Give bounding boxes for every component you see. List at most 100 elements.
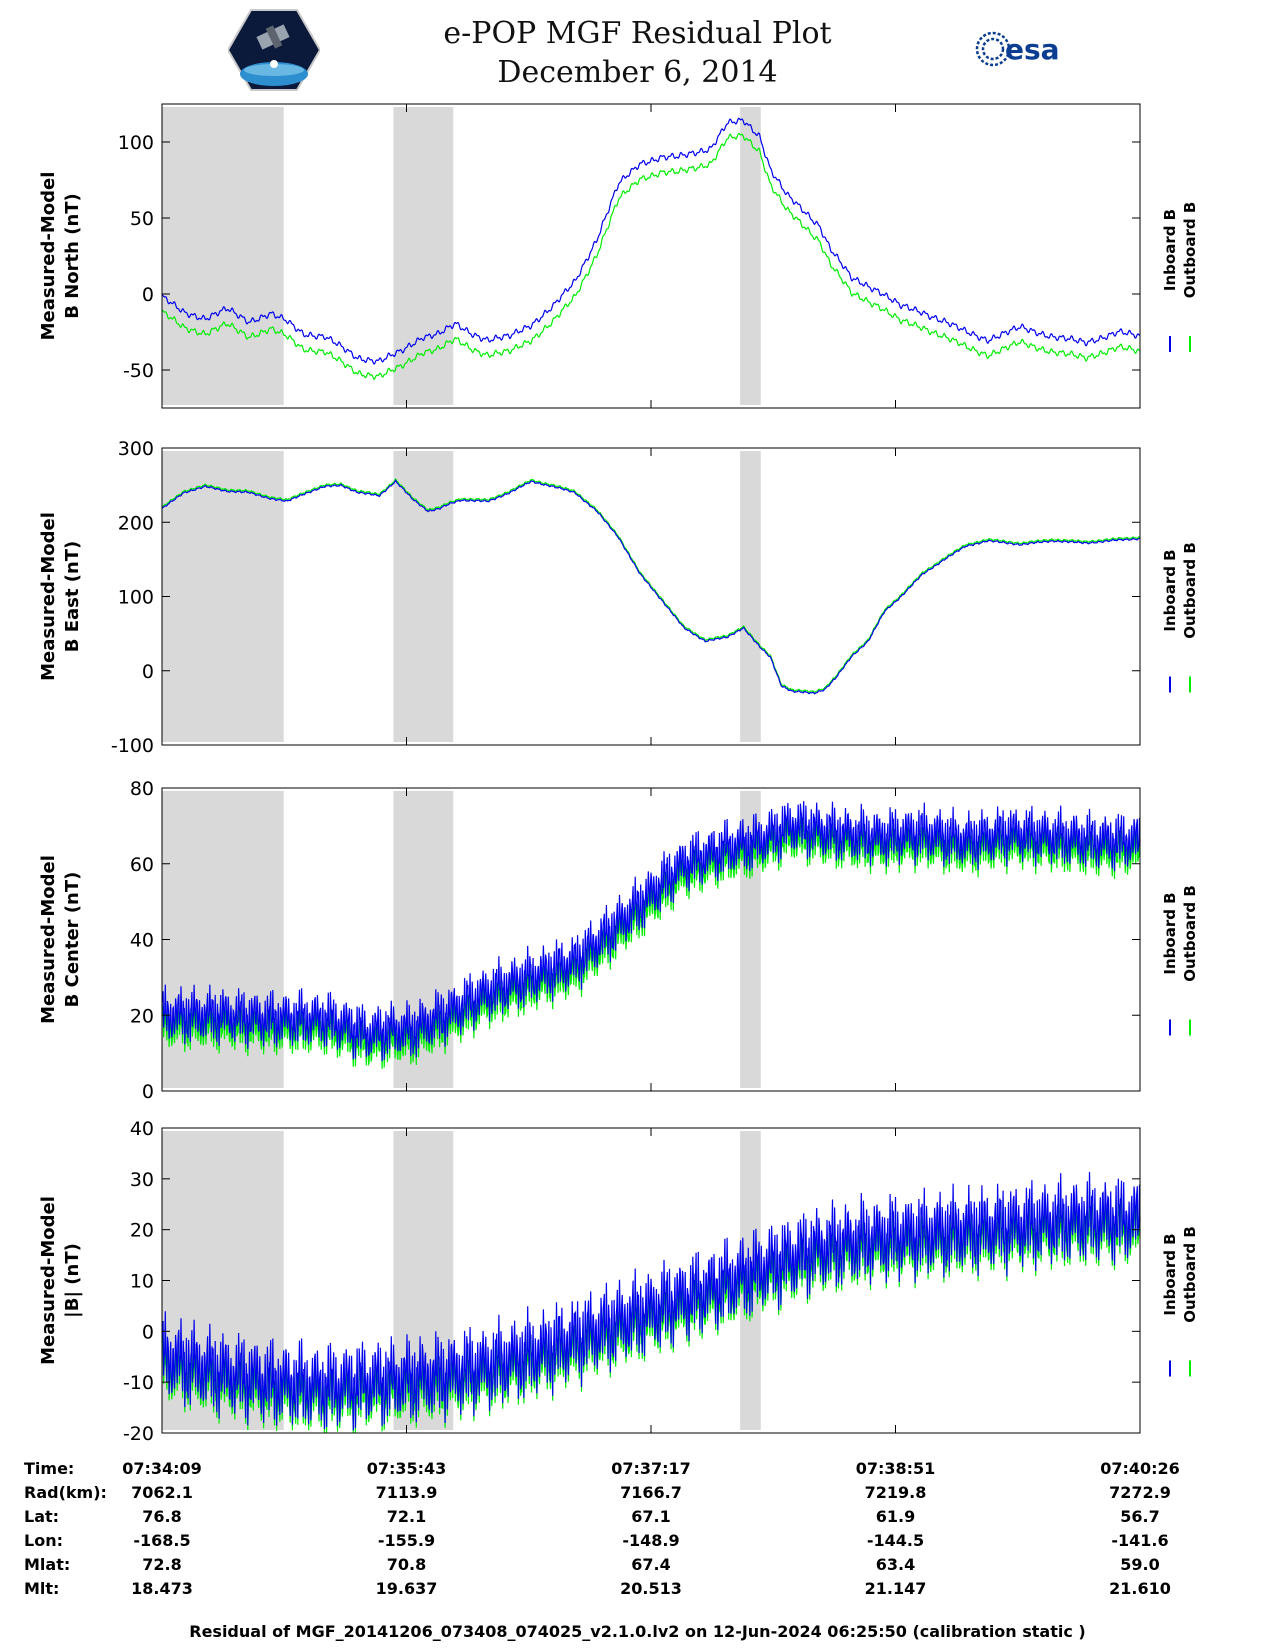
ephemeris-value: 76.8 <box>142 1507 182 1526</box>
series-line-inboard-b <box>161 479 1141 695</box>
legend-label: Outboard B <box>1181 202 1199 299</box>
esa-logo-text: esa <box>1005 33 1060 66</box>
y-axis-label-line: Measured-Model <box>38 855 59 1024</box>
y-axis-label-line: B East (nT) <box>62 541 83 653</box>
y-tick-label: 40 <box>130 1118 154 1140</box>
y-tick-label: 100 <box>118 132 154 154</box>
ephemeris-value: -168.5 <box>133 1531 191 1550</box>
panel-b-north: -50 0 50 100 Measured-Model B North (nT) Inboa… <box>38 103 1199 409</box>
ephemeris-value: 67.4 <box>631 1555 671 1574</box>
legend-label: Inboard B <box>1161 1233 1179 1315</box>
ephemeris-value: -148.9 <box>622 1531 680 1550</box>
y-tick-label: -50 <box>123 360 154 382</box>
y-axis-label-line: |B| (nT) <box>62 1243 83 1318</box>
y-tick-label: -20 <box>123 1423 154 1445</box>
ephemeris-value: 7113.9 <box>375 1483 438 1502</box>
ephemeris-value: 67.1 <box>631 1507 671 1526</box>
legend-label: Inboard B <box>1161 549 1179 631</box>
ephemeris-value: 21.147 <box>864 1579 927 1598</box>
series-line-inboard-b <box>161 117 1140 365</box>
y-tick-label: 300 <box>118 438 154 460</box>
ephemeris-value: 7166.7 <box>620 1483 682 1502</box>
panel-b-center: 0 20 40 60 80 Measured-Model B Center (nT) Inbo… <box>38 778 1199 1103</box>
y-axis-label: Measured-Model B Center (nT) <box>38 855 83 1024</box>
ephemeris-value: 61.9 <box>875 1507 916 1526</box>
y-tick-label: 30 <box>130 1169 154 1191</box>
y-tick-label: 50 <box>130 208 154 230</box>
series-line-outboard-b <box>161 477 1141 693</box>
ephemeris-value: 20.513 <box>620 1579 682 1598</box>
legend-label: Outboard B <box>1181 1226 1199 1323</box>
y-tick-label: 0 <box>142 661 154 683</box>
excluded-interval-shade <box>162 791 284 1088</box>
y-tick-label: 100 <box>118 587 154 609</box>
ephemeris-value: 63.4 <box>875 1555 916 1574</box>
ephemeris-value: -144.5 <box>866 1531 925 1550</box>
y-tick-label: -100 <box>111 735 154 757</box>
legend-label: Outboard B <box>1181 542 1199 639</box>
y-tick-label: 20 <box>130 1005 154 1027</box>
plot-title: e-POP MGF Residual Plot <box>443 16 832 51</box>
y-tick-label: 0 <box>142 284 154 306</box>
y-tick-label: 80 <box>130 778 154 800</box>
ephemeris-value: -155.9 <box>377 1531 436 1550</box>
esa-logo: esa <box>975 31 1060 67</box>
ephemeris-value: 56.7 <box>1120 1507 1160 1526</box>
ephemeris-value: -141.6 <box>1111 1531 1169 1550</box>
ephemeris-value: 7272.9 <box>1109 1483 1171 1502</box>
excluded-interval-shade <box>162 451 284 742</box>
legend-label: Inboard B <box>1161 209 1179 291</box>
y-axis-label-line: Measured-Model <box>38 1196 59 1365</box>
ephemeris-value: 21.610 <box>1109 1579 1171 1598</box>
ephemeris-value: 07:40:26 <box>1100 1459 1180 1478</box>
legend-label: Inboard B <box>1161 892 1179 974</box>
panel-b-east: -100 0 100 200 300 Measured-Model B East (nT) I… <box>38 438 1199 757</box>
y-axis-label: Measured-Model B North (nT) <box>38 172 83 341</box>
series-line-outboard-b <box>161 133 1140 380</box>
plot-frame <box>161 103 1141 409</box>
ephemeris-value: 70.8 <box>386 1555 427 1574</box>
y-tick-label: 0 <box>142 1081 154 1103</box>
y-axis-label-line: Measured-Model <box>38 512 59 681</box>
ephemeris-value: 72.1 <box>386 1507 427 1526</box>
excluded-interval-shade <box>740 451 761 742</box>
ephemeris-row-label: Mlt: <box>24 1579 60 1598</box>
cassiope-mission-logo <box>228 9 320 91</box>
ephemeris-value: 59.0 <box>1120 1555 1160 1574</box>
plot-date: December 6, 2014 <box>497 55 778 90</box>
y-axis-label: Measured-Model B East (nT) <box>38 512 83 681</box>
y-tick-label: 10 <box>130 1271 154 1293</box>
excluded-interval-shade <box>393 451 454 742</box>
footer-caption: Residual of MGF_20141206_073408_074025_v… <box>189 1622 1086 1641</box>
ephemeris-row-label: Lat: <box>24 1507 60 1526</box>
legend-label: Outboard B <box>1181 885 1199 982</box>
y-axis-label-line: B North (nT) <box>62 193 83 319</box>
y-tick-label: 60 <box>130 854 154 876</box>
y-tick-label: 200 <box>118 512 154 534</box>
ephemeris-row-label: Time: <box>24 1459 75 1478</box>
ephemeris-row-label: Mlat: <box>24 1555 71 1574</box>
y-tick-label: 40 <box>130 930 154 952</box>
ephemeris-value: 19.637 <box>375 1579 438 1598</box>
ephemeris-value: 07:34:09 <box>122 1459 202 1478</box>
y-tick-label: 20 <box>130 1220 154 1242</box>
y-axis-label-line: Measured-Model <box>38 172 59 341</box>
excluded-interval-shade <box>740 107 761 405</box>
y-axis-label-line: B Center (nT) <box>62 872 83 1008</box>
ephemeris-row-label: Rad(km): <box>24 1483 107 1502</box>
ephemeris-value: 07:35:43 <box>366 1459 447 1478</box>
y-tick-label: 0 <box>142 1321 154 1343</box>
ephemeris-value: 07:38:51 <box>855 1459 936 1478</box>
ephemeris-value: 18.473 <box>131 1579 193 1598</box>
excluded-interval-shade <box>162 107 284 405</box>
ephemeris-value: 07:37:17 <box>611 1459 691 1478</box>
series-line-inboard-b <box>161 1171 1141 1431</box>
y-tick-label: -10 <box>123 1372 154 1394</box>
ephemeris-value: 7219.8 <box>864 1483 927 1502</box>
ephemeris-value: 7062.1 <box>131 1483 193 1502</box>
ephemeris-row-label: Lon: <box>24 1531 63 1550</box>
ephemeris-value: 72.8 <box>142 1555 182 1574</box>
panel-b-magnitude: -20 -10 0 10 20 30 40 Measured-Model |B| (nT) Inb… <box>38 1118 1199 1445</box>
y-axis-label: Measured-Model |B| (nT) <box>38 1196 83 1365</box>
